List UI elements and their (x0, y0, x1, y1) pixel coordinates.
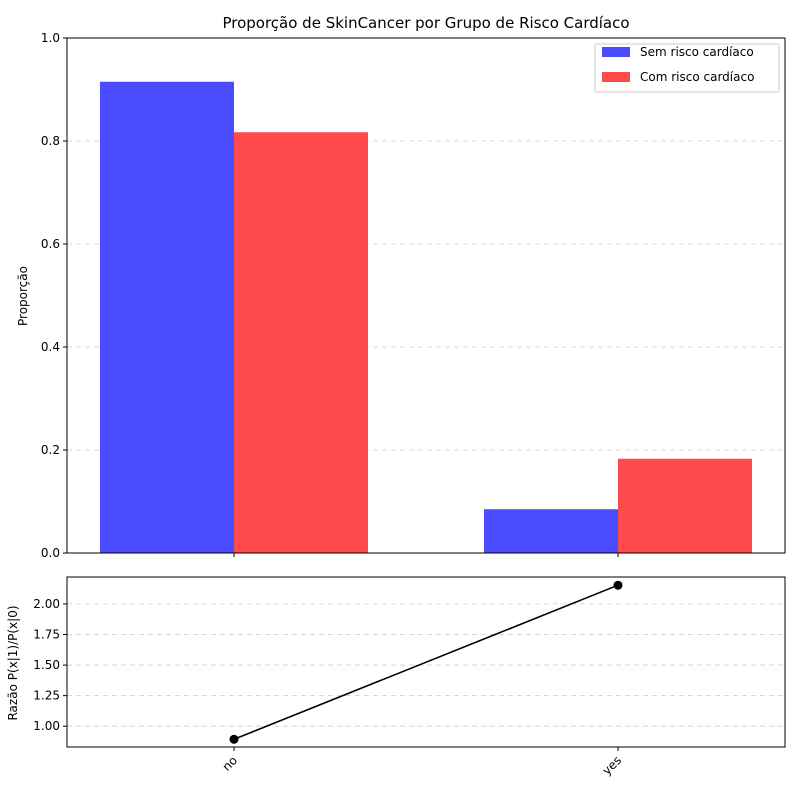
bar (100, 81, 234, 554)
bar-chart-frame (66, 37, 786, 554)
bar (234, 132, 368, 553)
y-tick-label: 0.4 (41, 340, 60, 354)
ratio-point (229, 734, 239, 744)
legend-swatch-sem-risco (602, 47, 630, 57)
ratio-point (613, 580, 623, 590)
legend-swatch-com-risco (602, 72, 630, 82)
y-tick-label: 1.50 (33, 658, 60, 672)
ratio-chart-y-ticks: 1.00 1.25 1.50 1.75 2.00 (33, 597, 67, 733)
ratio-line-path (233, 584, 619, 741)
legend: Sem risco cardíaco Com risco cardíaco (594, 43, 780, 93)
y-tick-label: 2.00 (33, 597, 60, 611)
y-tick-label: 0.0 (41, 546, 60, 560)
bar-chart-y-ticks: 0.0 0.2 0.4 0.6 0.8 1.0 (41, 31, 67, 560)
ratio-chart-x-ticks: no yes (220, 747, 624, 778)
y-tick-label: 1.75 (33, 627, 60, 641)
bar-chart-x-ticks (233, 553, 619, 557)
bar-chart-bars (100, 81, 752, 554)
ratio-line (229, 580, 623, 744)
bar (618, 458, 752, 553)
ratio-chart-frame (66, 576, 786, 748)
bar (484, 509, 618, 553)
bar-chart-y-label: Proporção (16, 266, 30, 326)
ratio-chart-grid (67, 603, 785, 727)
ratio-line-chart: 1.00 1.25 1.50 1.75 2.00 no yes Razão P(x|1)/… (6, 576, 786, 778)
y-tick-label: 1.00 (33, 719, 60, 733)
y-tick-label: 0.6 (41, 237, 60, 251)
x-tick-label: yes (600, 753, 625, 778)
legend-label-sem-risco: Sem risco cardíaco (640, 45, 754, 59)
chart-title: Proporção de SkinCancer por Grupo de Ris… (222, 14, 629, 32)
y-tick-label: 0.2 (41, 443, 60, 457)
bar-chart: Proporção de SkinCancer por Grupo de Ris… (16, 14, 786, 560)
y-tick-label: 1.25 (33, 689, 60, 703)
y-tick-label: 0.8 (41, 134, 60, 148)
legend-label-com-risco: Com risco cardíaco (640, 70, 754, 84)
ratio-chart-y-label: Razão P(x|1)/P(x|0) (6, 605, 20, 720)
legend-box (594, 43, 780, 93)
x-tick-label: no (220, 753, 240, 773)
y-tick-label: 1.0 (41, 31, 60, 45)
